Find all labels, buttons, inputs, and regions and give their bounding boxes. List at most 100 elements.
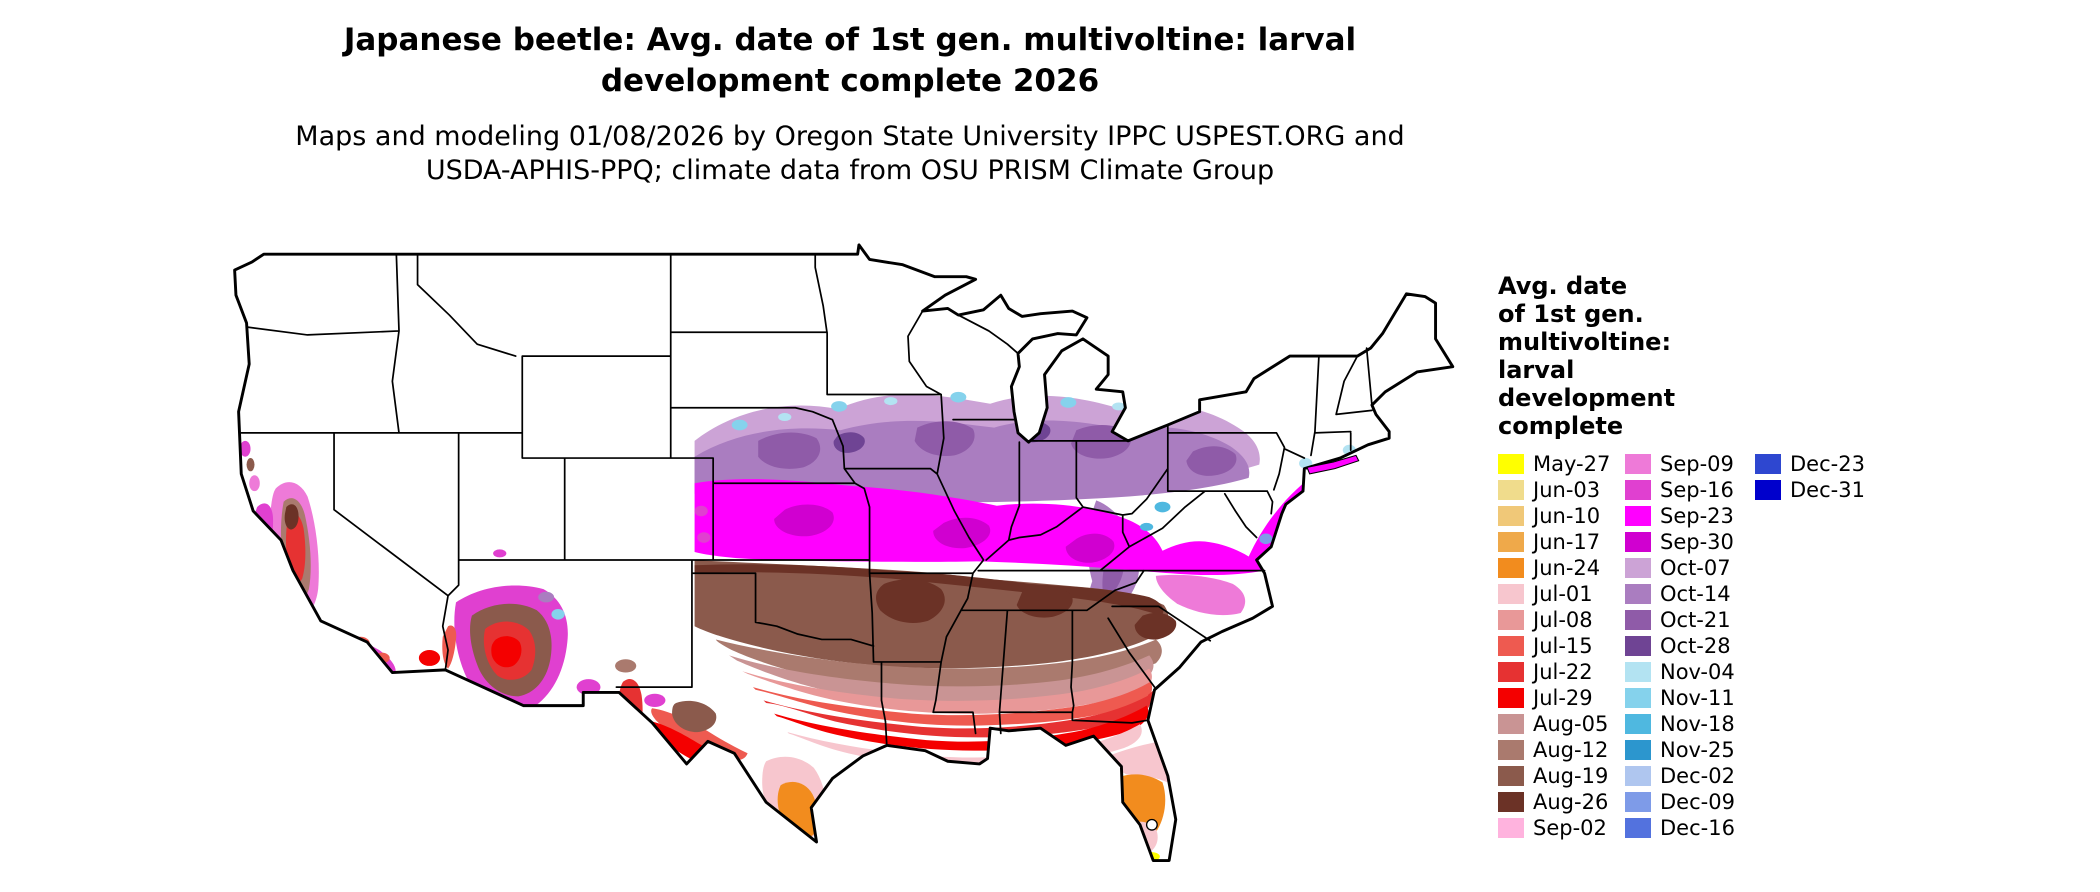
legend-row: Dec-16	[1625, 815, 1735, 841]
legend-label: Sep-09	[1660, 452, 1734, 476]
legend-title: Avg. date of 1st gen. multivoltine: larval d…	[1498, 272, 1968, 440]
legend: Avg. date of 1st gen. multivoltine: larval d…	[1498, 272, 1968, 872]
legend-title-line: Avg. date	[1498, 272, 1628, 300]
map-subtitle-line2: USDA-APHIS-PPQ; climate data from OSU PR…	[425, 155, 1275, 186]
legend-row: Aug-26	[1498, 789, 1610, 815]
legend-label: Aug-12	[1533, 738, 1609, 762]
legend-column-1: May-27 Jun-03 Jun-10 Jun-17 Jun-24 Jul-01 Jul-…	[1498, 451, 1610, 841]
legend-swatch	[1498, 714, 1524, 734]
legend-swatch	[1625, 740, 1651, 760]
us-choropleth-map	[233, 243, 1455, 863]
legend-title-line: of 1st gen.	[1498, 300, 1644, 328]
legend-title-line: multivoltine:	[1498, 328, 1672, 356]
legend-label: Jun-10	[1533, 504, 1601, 528]
legend-row: Aug-05	[1498, 711, 1610, 737]
legend-swatch	[1498, 688, 1524, 708]
map-subtitle-line1: Maps and modeling 01/08/2026 by Oregon S…	[295, 121, 1405, 152]
legend-label: Dec-23	[1790, 452, 1865, 476]
legend-swatch	[1625, 792, 1651, 812]
legend-row: Dec-09	[1625, 789, 1735, 815]
legend-row: Sep-02	[1498, 815, 1610, 841]
legend-swatch	[1498, 480, 1524, 500]
map-title: Japanese beetle: Avg. date of 1st gen. m…	[0, 20, 1700, 102]
legend-row: Jun-10	[1498, 503, 1610, 529]
map-title-line1: Japanese beetle: Avg. date of 1st gen. m…	[343, 22, 1357, 58]
us-outline	[233, 243, 1455, 863]
legend-title-line: complete	[1498, 412, 1624, 440]
legend-label: Sep-23	[1660, 504, 1734, 528]
legend-row: Jun-03	[1498, 477, 1610, 503]
state-borders	[240, 253, 1373, 747]
legend-row: Jun-24	[1498, 555, 1610, 581]
legend-swatch	[1625, 766, 1651, 786]
legend-row: Jul-15	[1498, 633, 1610, 659]
legend-swatch	[1498, 454, 1524, 474]
legend-label: Oct-14	[1660, 582, 1731, 606]
legend-row: Jun-17	[1498, 529, 1610, 555]
legend-label: Jun-03	[1533, 478, 1601, 502]
legend-swatch	[1755, 454, 1781, 474]
legend-row: Sep-16	[1625, 477, 1735, 503]
legend-label: Dec-09	[1660, 790, 1735, 814]
legend-label: Dec-02	[1660, 764, 1735, 788]
legend-row: Nov-11	[1625, 685, 1735, 711]
lake-okeechobee	[1145, 818, 1158, 831]
legend-row: Dec-23	[1755, 451, 1865, 477]
legend-column-2: Sep-09 Sep-16 Sep-23 Sep-30 Oct-07 Oct-14 Oct-…	[1625, 451, 1735, 841]
legend-row: Sep-09	[1625, 451, 1735, 477]
legend-swatch	[1498, 558, 1524, 578]
legend-label: Jul-29	[1533, 686, 1593, 710]
legend-row: Nov-25	[1625, 737, 1735, 763]
legend-label: Sep-30	[1660, 530, 1734, 554]
legend-swatch	[1625, 454, 1651, 474]
legend-label: Aug-26	[1533, 790, 1609, 814]
map-color-layer	[239, 391, 1371, 861]
legend-row: Jul-01	[1498, 581, 1610, 607]
legend-swatch	[1625, 662, 1651, 682]
legend-swatch	[1498, 610, 1524, 630]
legend-swatch	[1498, 662, 1524, 682]
legend-swatch	[1625, 688, 1651, 708]
legend-row: Sep-23	[1625, 503, 1735, 529]
legend-swatch	[1498, 584, 1524, 604]
legend-row: Dec-31	[1755, 477, 1865, 503]
legend-swatch	[1625, 506, 1651, 526]
legend-swatch	[1498, 740, 1524, 760]
legend-row: Jul-29	[1498, 685, 1610, 711]
legend-swatch	[1498, 792, 1524, 812]
legend-label: Oct-21	[1660, 608, 1731, 632]
legend-row: Jul-22	[1498, 659, 1610, 685]
legend-label: Nov-25	[1660, 738, 1735, 762]
legend-label: Jun-24	[1533, 556, 1601, 580]
legend-row: Nov-04	[1625, 659, 1735, 685]
legend-title-line: larval	[1498, 356, 1575, 384]
legend-row: Jul-08	[1498, 607, 1610, 633]
legend-column-3: Dec-23 Dec-31	[1755, 451, 1865, 503]
legend-swatch	[1625, 584, 1651, 604]
legend-swatch	[1755, 480, 1781, 500]
legend-swatch	[1625, 532, 1651, 552]
legend-label: Jul-01	[1533, 582, 1593, 606]
legend-label: Dec-16	[1660, 816, 1735, 840]
legend-label: Oct-28	[1660, 634, 1731, 658]
legend-row: Oct-28	[1625, 633, 1735, 659]
legend-label: Nov-04	[1660, 660, 1735, 684]
legend-label: Sep-16	[1660, 478, 1734, 502]
legend-label: May-27	[1533, 452, 1611, 476]
legend-row: Oct-07	[1625, 555, 1735, 581]
legend-label: Oct-07	[1660, 556, 1731, 580]
legend-label: Dec-31	[1790, 478, 1865, 502]
legend-swatch	[1625, 558, 1651, 578]
legend-swatch	[1625, 818, 1651, 838]
legend-swatch	[1498, 506, 1524, 526]
legend-row: Aug-12	[1498, 737, 1610, 763]
legend-row: May-27	[1498, 451, 1610, 477]
legend-row: Oct-14	[1625, 581, 1735, 607]
legend-swatch	[1625, 636, 1651, 656]
legend-row: Oct-21	[1625, 607, 1735, 633]
legend-label: Nov-18	[1660, 712, 1735, 736]
legend-label: Aug-05	[1533, 712, 1609, 736]
legend-swatch	[1498, 766, 1524, 786]
legend-row: Nov-18	[1625, 711, 1735, 737]
